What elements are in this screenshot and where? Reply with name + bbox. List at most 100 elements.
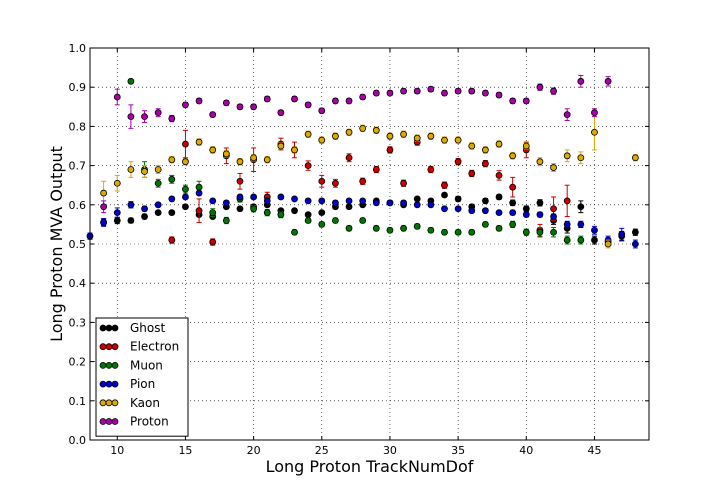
data-point [332, 217, 339, 224]
data-point [359, 217, 367, 224]
data-point [277, 142, 285, 150]
legend-marker [111, 343, 119, 351]
legend-label: Kaon [130, 396, 160, 410]
y-tick-label: 0.2 [69, 356, 87, 369]
data-point [386, 146, 394, 154]
data-point [454, 228, 462, 236]
data-point [509, 209, 517, 217]
data-point [509, 183, 517, 191]
data-point [154, 109, 162, 117]
legend-marker [111, 324, 119, 332]
y-axis-label: Long Proton MVA Output [47, 146, 66, 342]
data-point [127, 113, 135, 120]
data-point [509, 220, 517, 228]
data-point [182, 193, 189, 201]
data-point [495, 171, 503, 179]
data-point [345, 154, 353, 162]
data-point [304, 197, 312, 205]
data-point [550, 213, 557, 220]
data-point [427, 201, 435, 209]
data-point [400, 87, 407, 95]
data-point [141, 113, 148, 120]
y-tick-label: 0.1 [69, 395, 87, 408]
data-point [127, 166, 135, 173]
data-point [441, 228, 448, 236]
data-point [182, 185, 189, 193]
data-point [318, 177, 326, 185]
data-point [168, 195, 176, 203]
y-tick-label: 0.9 [69, 81, 87, 94]
axis-ticks: 10 15 20 25 30 35 40 45 0.0 0.1 0.2 0.3 0.4 0.5 0.6 0.7… [69, 42, 649, 457]
data-point [413, 222, 421, 230]
data-point [604, 77, 612, 85]
data-point [263, 209, 271, 217]
data-point [127, 217, 135, 224]
data-point [522, 228, 530, 236]
data-point [154, 179, 162, 187]
series-proton [100, 74, 612, 214]
x-axis-label: Long Proton TrackNumDof [266, 457, 474, 476]
data-point [195, 189, 203, 197]
x-tick-label: 45 [587, 444, 601, 457]
data-point [631, 154, 639, 162]
x-tick-label: 10 [110, 444, 124, 457]
legend-marker [105, 380, 113, 388]
y-tick-label: 0.6 [69, 199, 87, 212]
data-point [386, 226, 394, 234]
data-point [427, 132, 435, 140]
data-point [345, 128, 353, 136]
data-point [577, 203, 585, 211]
data-point [413, 201, 421, 209]
data-point [495, 140, 503, 148]
data-point [454, 87, 462, 95]
data-point [359, 93, 367, 101]
data-point [236, 193, 244, 201]
data-point [372, 224, 380, 232]
legend-marker [105, 361, 113, 369]
data-point [263, 156, 271, 164]
data-point [304, 217, 312, 224]
data-point [454, 158, 462, 166]
data-point [618, 230, 626, 238]
data-point [236, 177, 244, 185]
data-point [277, 193, 285, 201]
data-point [468, 228, 476, 236]
data-point [127, 201, 135, 209]
data-point [495, 193, 503, 201]
data-point [127, 77, 135, 85]
x-tick-label: 20 [247, 444, 261, 457]
data-point [100, 219, 108, 226]
data-point [236, 158, 244, 166]
legend-box [95, 317, 189, 437]
data-point [563, 152, 571, 160]
data-point [454, 136, 462, 144]
x-tick-label: 35 [451, 444, 465, 457]
data-point [345, 224, 353, 232]
data-point [195, 207, 203, 215]
data-point [345, 203, 353, 211]
data-point [563, 236, 571, 244]
data-point [236, 205, 244, 213]
data-point [195, 138, 203, 146]
data-point [277, 211, 285, 219]
data-point [291, 146, 298, 154]
data-point [413, 195, 421, 203]
y-tick-label: 0.7 [69, 160, 87, 173]
data-point [304, 211, 312, 219]
data-point [509, 152, 517, 160]
data-point [168, 175, 176, 183]
y-tick-label: 0.4 [69, 277, 87, 290]
data-point [400, 179, 407, 187]
data-point [113, 179, 121, 187]
data-point [359, 124, 367, 132]
data-point [113, 209, 121, 217]
legend-label: Muon [130, 358, 163, 372]
data-point [563, 220, 571, 228]
x-tick-label: 25 [315, 444, 329, 457]
data-point [591, 226, 598, 234]
data-point [522, 211, 530, 219]
data-point [481, 89, 489, 97]
data-point [604, 240, 612, 248]
data-point [550, 228, 557, 236]
legend-marker [99, 380, 107, 388]
